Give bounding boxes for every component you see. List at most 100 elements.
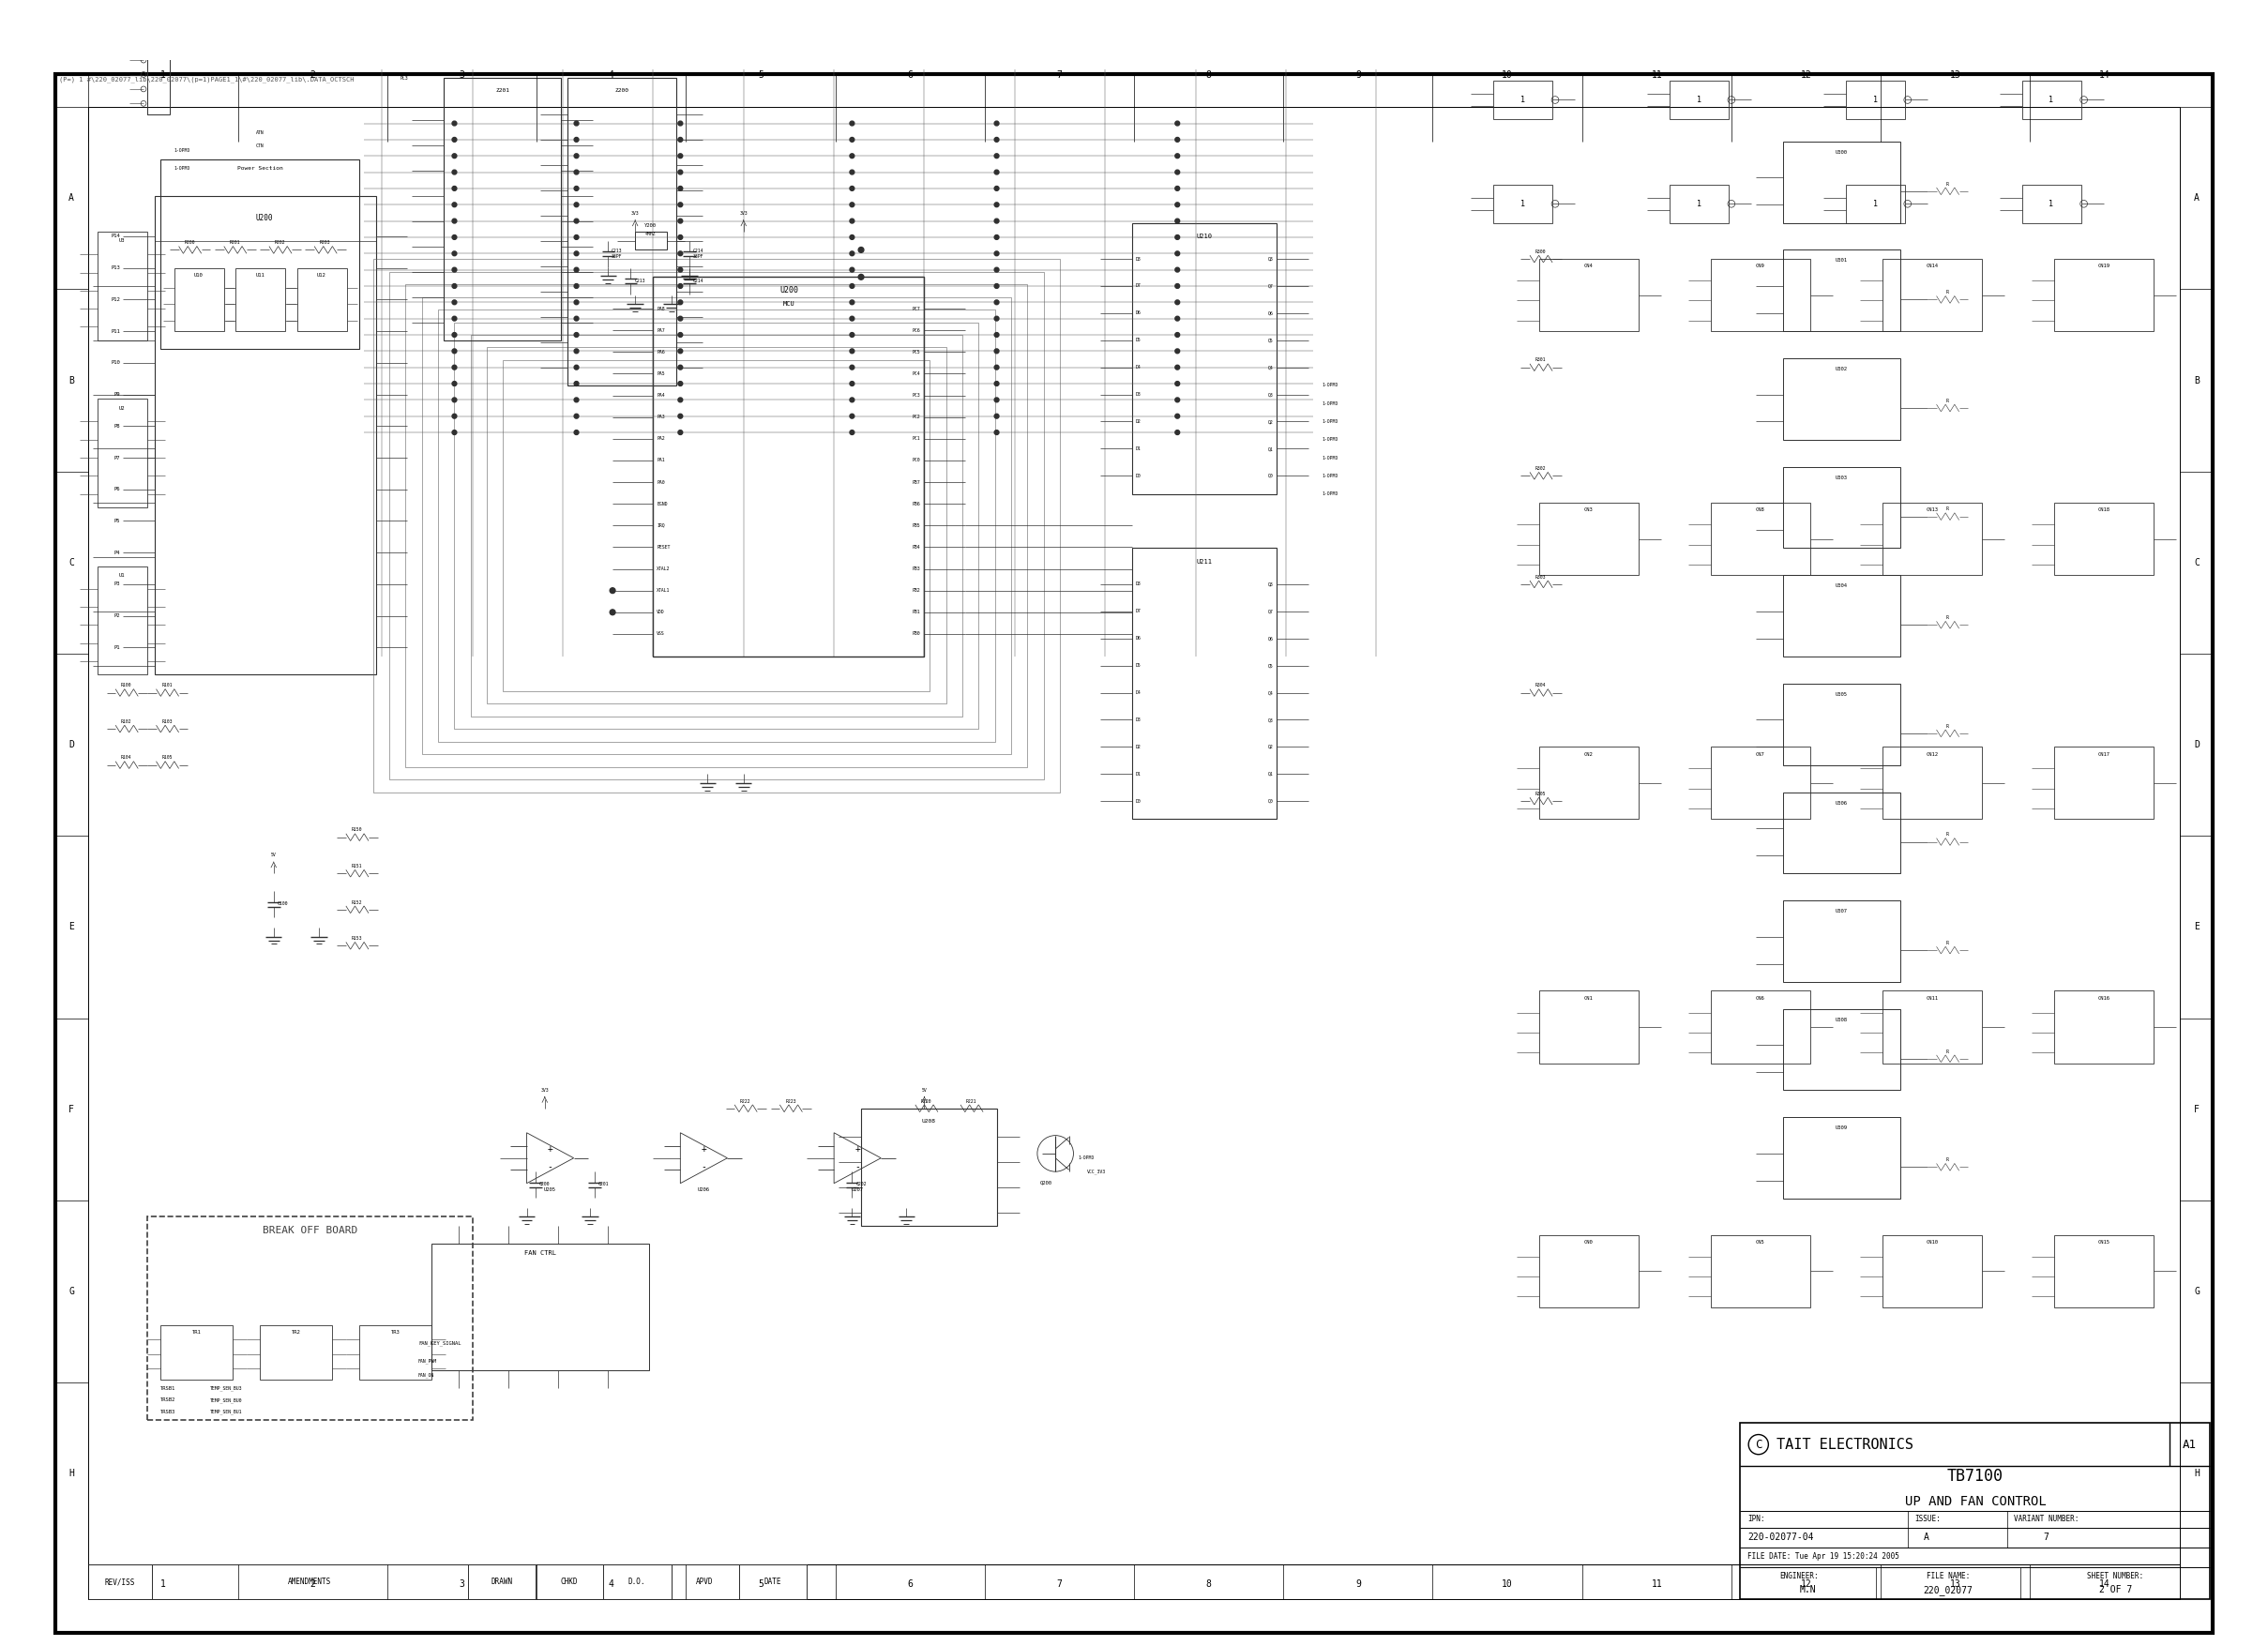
Text: D6: D6	[1136, 635, 1141, 640]
Text: 5V: 5V	[921, 1088, 928, 1093]
Text: P14: P14	[111, 234, 120, 239]
Circle shape	[574, 153, 578, 158]
Circle shape	[1175, 316, 1179, 321]
Text: 8: 8	[1207, 69, 1211, 79]
Text: R152: R152	[352, 900, 363, 905]
Text: 9: 9	[1356, 1580, 1361, 1590]
Text: 7: 7	[1057, 69, 1061, 79]
Text: Q5: Q5	[1268, 663, 1272, 668]
Text: 12: 12	[1801, 69, 1812, 79]
Text: CN12: CN12	[1926, 752, 1939, 757]
Text: 2: 2	[311, 1580, 315, 1590]
Text: R303: R303	[1535, 574, 1547, 579]
Text: PB4: PB4	[912, 545, 921, 550]
Text: +: +	[701, 1144, 708, 1154]
Text: CTN: CTN	[256, 143, 263, 148]
Circle shape	[993, 137, 998, 142]
Text: 1: 1	[161, 1580, 166, 1590]
Text: R301: R301	[1535, 357, 1547, 362]
Text: CN2: CN2	[1583, 752, 1592, 757]
Bar	[2055, 1234, 2152, 1307]
Circle shape	[678, 430, 683, 435]
Bar	[862, 1108, 996, 1226]
Circle shape	[1175, 365, 1179, 370]
Text: CN15: CN15	[2098, 1239, 2109, 1244]
Text: R: R	[1946, 724, 1948, 729]
Circle shape	[850, 252, 855, 255]
Circle shape	[574, 252, 578, 255]
Text: 7: 7	[2043, 1532, 2048, 1542]
Text: 5: 5	[758, 69, 764, 79]
Text: C213: C213	[635, 278, 644, 283]
Circle shape	[993, 153, 998, 158]
Circle shape	[678, 186, 683, 191]
Circle shape	[678, 252, 683, 255]
Text: U11: U11	[256, 273, 265, 278]
Text: 1: 1	[1520, 95, 1524, 104]
Text: U2: U2	[118, 405, 125, 410]
Circle shape	[451, 252, 456, 255]
Circle shape	[574, 365, 578, 370]
Text: CN16: CN16	[2098, 996, 2109, 1001]
Circle shape	[451, 268, 456, 272]
Text: 3: 3	[458, 1580, 465, 1590]
Text: Q2: Q2	[1268, 420, 1272, 425]
Bar	[1132, 548, 1277, 820]
Text: R304: R304	[1535, 683, 1547, 688]
Bar	[1783, 1009, 1901, 1090]
Text: TR3: TR3	[390, 1330, 399, 1335]
Text: P3: P3	[113, 583, 120, 586]
Bar	[2055, 747, 2152, 820]
Circle shape	[993, 316, 998, 321]
Circle shape	[574, 202, 578, 207]
Text: Z200: Z200	[615, 89, 628, 94]
Text: G: G	[2193, 1287, 2200, 1295]
Circle shape	[451, 365, 456, 370]
Text: 1-OPMD: 1-OPMD	[1322, 438, 1338, 443]
Text: 11: 11	[1651, 69, 1662, 79]
Circle shape	[678, 413, 683, 418]
Circle shape	[993, 332, 998, 337]
Circle shape	[451, 137, 456, 142]
Text: CN13: CN13	[1926, 507, 1939, 512]
Circle shape	[451, 283, 456, 288]
Text: PC1: PC1	[912, 436, 921, 441]
Text: 1: 1	[1873, 199, 1878, 207]
Circle shape	[850, 268, 855, 272]
Circle shape	[678, 268, 683, 272]
Text: PA1: PA1	[658, 458, 665, 463]
Text: FAN CTRL: FAN CTRL	[524, 1249, 556, 1256]
Bar	[1882, 991, 1982, 1063]
Text: A: A	[1923, 1532, 1930, 1542]
Circle shape	[678, 153, 683, 158]
Text: TEMP_SEN_BU0: TEMP_SEN_BU0	[211, 1397, 243, 1402]
Bar	[297, 268, 347, 331]
Text: D7: D7	[1136, 609, 1141, 614]
Text: CHKD: CHKD	[560, 1577, 578, 1587]
Text: 5: 5	[758, 1580, 764, 1590]
Text: U200: U200	[780, 286, 798, 295]
Text: P9: P9	[113, 392, 120, 397]
Circle shape	[1175, 300, 1179, 305]
Text: FAN_ON: FAN_ON	[417, 1373, 435, 1378]
Text: CN17: CN17	[2098, 752, 2109, 757]
Bar	[390, 272, 1043, 780]
Text: D0: D0	[1136, 798, 1141, 803]
Text: Q7: Q7	[1268, 609, 1272, 614]
Bar	[406, 285, 1027, 767]
Circle shape	[850, 382, 855, 385]
Text: TAIT ELECTRONICS: TAIT ELECTRONICS	[1776, 1437, 1914, 1452]
Bar	[175, 268, 225, 331]
Text: CN3: CN3	[1583, 507, 1592, 512]
Circle shape	[850, 219, 855, 224]
Circle shape	[678, 300, 683, 305]
Circle shape	[993, 268, 998, 272]
Text: U309: U309	[1835, 1126, 1848, 1131]
Circle shape	[574, 186, 578, 191]
Text: R103: R103	[161, 719, 172, 724]
Text: Q0: Q0	[1268, 474, 1272, 477]
Text: R222: R222	[739, 1100, 751, 1103]
Text: U10: U10	[195, 273, 204, 278]
Text: 220_02077: 220_02077	[1923, 1585, 1973, 1595]
Text: +: +	[855, 1144, 860, 1154]
